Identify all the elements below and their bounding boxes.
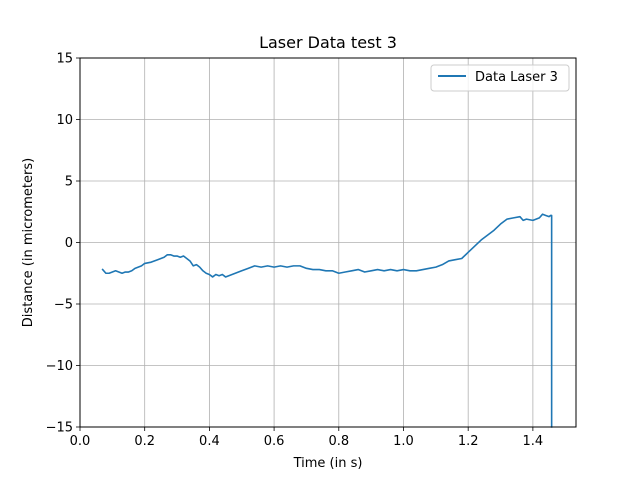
y-tick-label: −10 [46,359,73,374]
y-tick-label: 0 [65,236,73,251]
legend-label-data-laser-3: Data Laser 3 [475,70,558,85]
x-tick-label: 0.0 [70,434,91,449]
y-tick-label: −15 [46,421,73,436]
x-tick-label: 1.4 [523,434,544,449]
x-tick-label: 0.6 [264,434,285,449]
y-tick-label: 15 [56,52,73,67]
chart-title: Laser Data test 3 [259,33,397,52]
x-tick-label: 0.2 [134,434,155,449]
y-tick-label: 10 [56,113,73,128]
x-axis-label: Time (in s) [293,456,363,471]
series-layer [101,213,553,428]
axis-ticks: 0.0 0.2 0.4 0.6 0.8 1.0 1.2 1.4 −15 −10 −5 0 5 10 15 [46,52,544,450]
legend-box [430,64,570,92]
y-tick-label: 5 [65,175,73,190]
legend: Data Laser 3 [430,64,570,92]
x-tick-label: 1.2 [458,434,479,449]
x-tick-label: 0.4 [199,434,220,449]
y-tick-label: −5 [54,298,73,313]
y-axis-label: Distance (in micrometers) [21,158,36,327]
series-line-data-laser-3 [101,213,553,428]
x-tick-label: 0.8 [328,434,349,449]
x-tick-label: 1.0 [393,434,414,449]
